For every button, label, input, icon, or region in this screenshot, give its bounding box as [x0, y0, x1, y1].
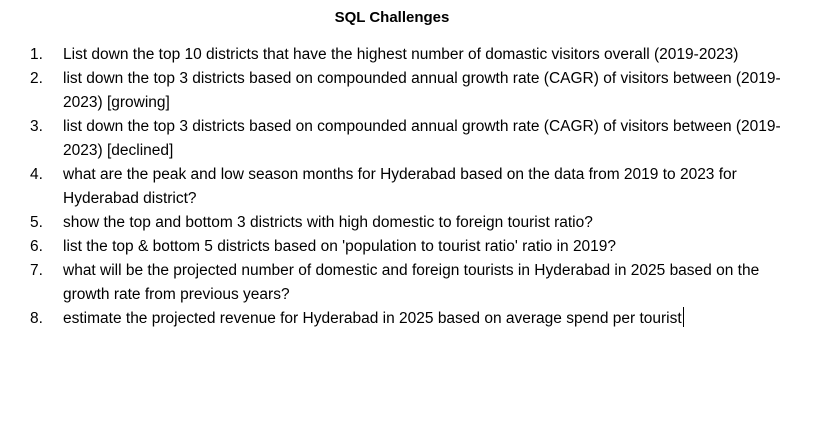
list-item: 1. List down the top 10 districts that h…	[30, 43, 810, 67]
item-text[interactable]: list down the top 3 districts based on c…	[63, 118, 781, 159]
item-number: 4.	[30, 166, 43, 183]
item-text-with-caret[interactable]: estimate the projected revenue for Hyder…	[63, 307, 810, 331]
item-number: 6.	[30, 238, 43, 255]
item-text[interactable]: what are the peak and low season months …	[63, 166, 737, 207]
document-title: SQL Challenges	[334, 9, 450, 26]
item-text[interactable]: estimate the projected revenue for Hyder…	[63, 310, 682, 327]
item-number: 3.	[30, 118, 43, 135]
list-item: 7. what will be the projected number of …	[30, 259, 810, 307]
item-number: 5.	[30, 214, 43, 231]
list-item: 3. list down the top 3 districts based o…	[30, 115, 810, 163]
item-text[interactable]: List down the top 10 districts that have…	[63, 46, 739, 63]
item-text[interactable]: show the top and bottom 3 districts with…	[63, 214, 593, 231]
item-number: 8.	[30, 310, 43, 327]
challenge-list: 1. List down the top 10 districts that h…	[30, 43, 810, 331]
item-number: 7.	[30, 262, 43, 279]
item-text[interactable]: list down the top 3 districts based on c…	[63, 70, 781, 111]
list-item: 6. list the top & bottom 5 districts bas…	[30, 235, 810, 259]
text-cursor	[682, 307, 684, 327]
item-number: 1.	[30, 46, 43, 63]
item-text[interactable]: what will be the projected number of dom…	[63, 262, 760, 303]
list-item: 8. estimate the projected revenue for Hy…	[30, 307, 810, 331]
list-item: 2. list down the top 3 districts based o…	[30, 67, 810, 115]
list-item: 4. what are the peak and low season mont…	[30, 163, 810, 211]
item-number: 2.	[30, 70, 43, 87]
list-item: 5. show the top and bottom 3 districts w…	[30, 211, 810, 235]
item-text[interactable]: list the top & bottom 5 districts based …	[63, 238, 617, 255]
